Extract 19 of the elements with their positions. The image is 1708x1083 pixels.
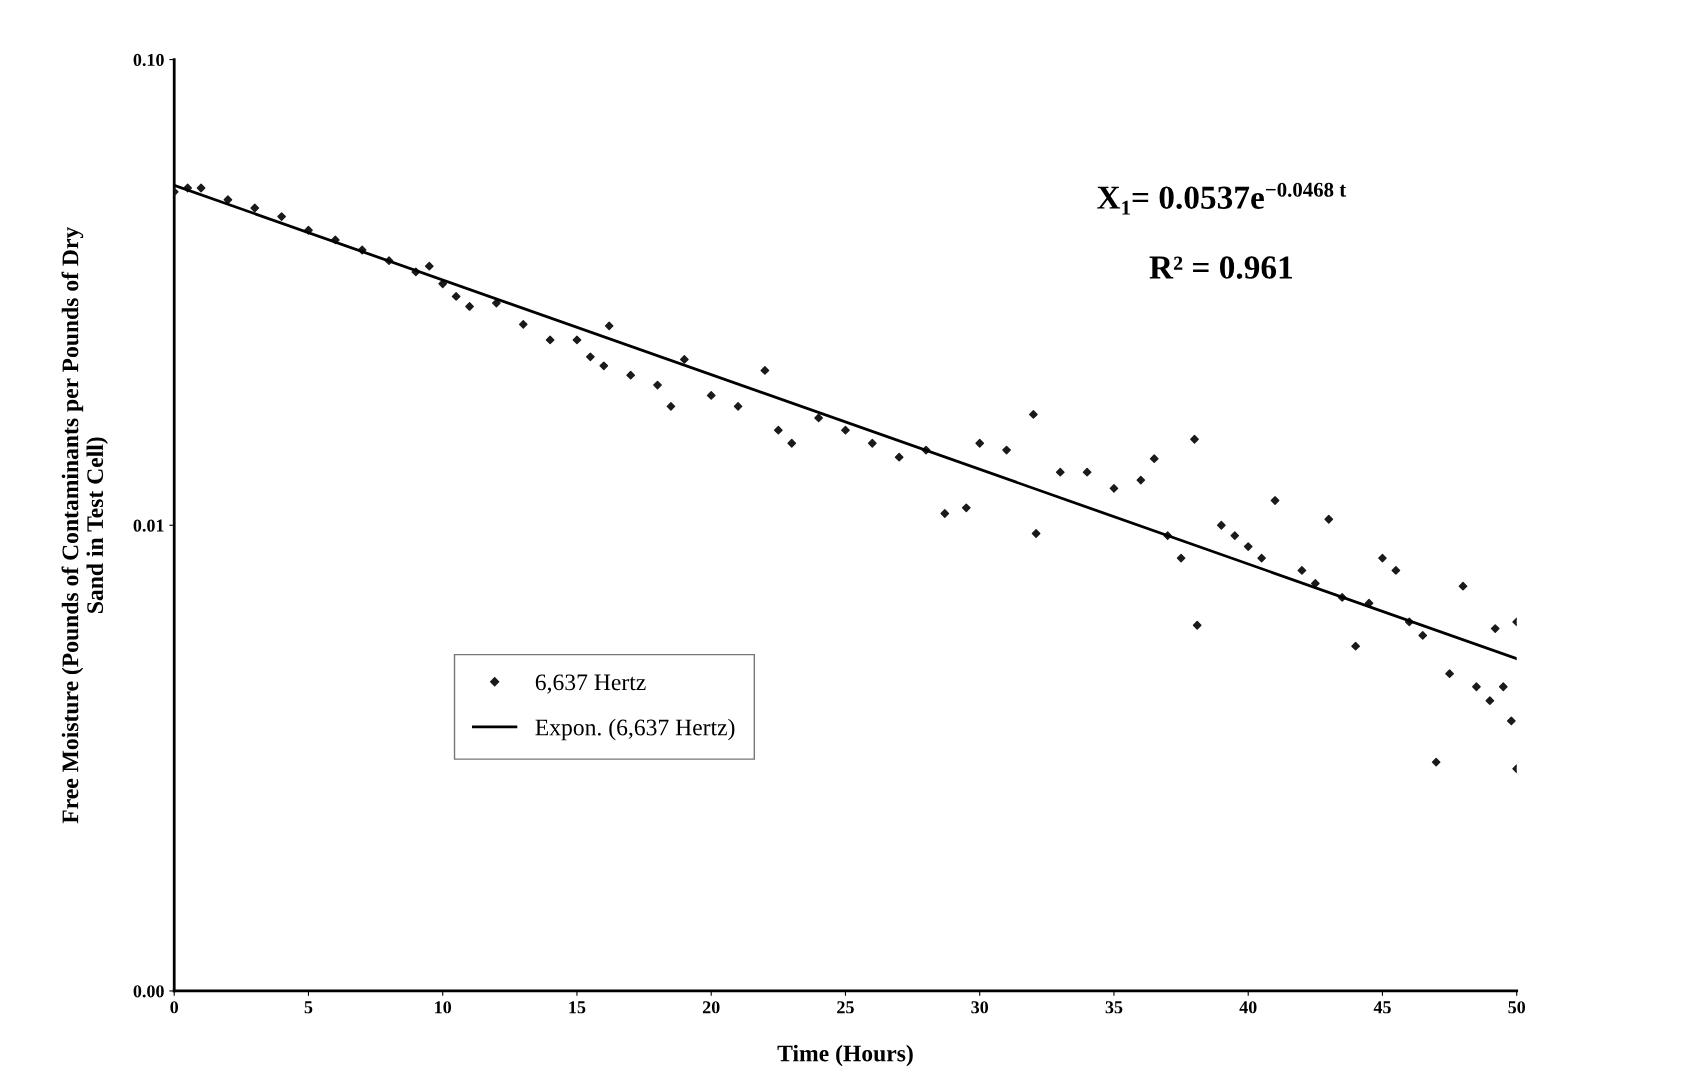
legend-label: Expon. (6,637 Hertz) — [535, 718, 735, 741]
legend-label: 6,637 Hertz — [535, 674, 646, 694]
x-tick-label: 40 — [1239, 1001, 1257, 1014]
x-tick-label: 30 — [971, 1001, 989, 1014]
x-tick-label: 35 — [1105, 1001, 1123, 1014]
x-tick-label: 20 — [702, 1001, 720, 1014]
y-tick-label: 0.00 — [133, 985, 164, 998]
x-tick-label: 25 — [837, 1001, 854, 1014]
y-tick-label: 0.01 — [133, 519, 164, 532]
x-tick-label: 0 — [170, 1001, 179, 1014]
annotation: R² = 0.961 — [1149, 256, 1292, 279]
x-tick-label: 45 — [1373, 1001, 1391, 1014]
x-tick-label: 15 — [569, 1001, 586, 1014]
x-axis-title: Time (Hours) — [777, 1044, 913, 1067]
x-tick-label: 50 — [1508, 1001, 1526, 1014]
x-tick-label: 10 — [435, 1001, 452, 1014]
x-tick-label: 5 — [304, 1001, 313, 1014]
y-tick-label: 0.10 — [133, 53, 164, 67]
y-axis-title: Free Moisture (Pounds of Contaminants per Pounds of Dry Sand in Test Cell) — [61, 227, 108, 824]
